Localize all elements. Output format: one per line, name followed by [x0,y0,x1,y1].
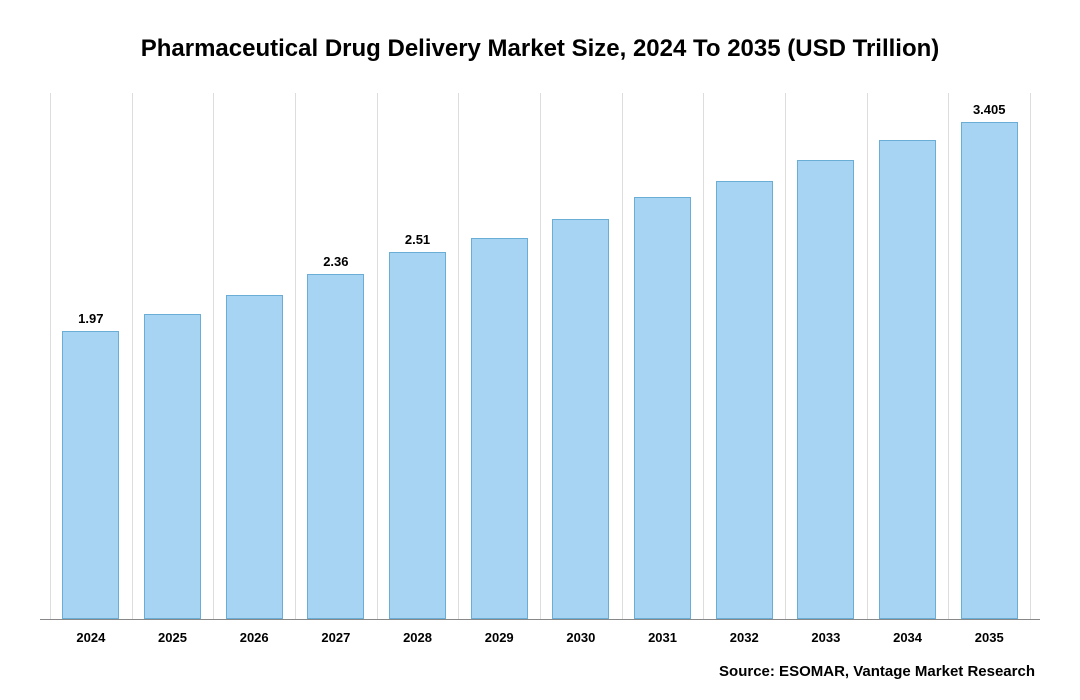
bar-slot [785,93,867,619]
bar-slot [213,93,295,619]
x-axis-label: 2025 [132,630,214,645]
bar-value-label: 2.36 [323,254,348,269]
bar-value-label: 2.51 [405,232,430,247]
bar-slot [540,93,622,619]
x-axis-label: 2029 [458,630,540,645]
x-axis-label: 2033 [785,630,867,645]
bar [144,314,201,619]
x-axis-label: 2032 [703,630,785,645]
bar: 2.36 [307,274,364,619]
bar-slot [458,93,540,619]
chart-title: Pharmaceutical Drug Delivery Market Size… [40,35,1040,63]
x-axis-label: 2035 [948,630,1030,645]
x-axis-label: 2034 [867,630,949,645]
bar [879,140,936,619]
bar [797,160,854,619]
plot-area: 1.97 2.36 2.51 3.405 [40,93,1040,620]
bar-slot [622,93,704,619]
bar [226,295,283,619]
bar: 3.405 [961,122,1018,620]
chart-container: Pharmaceutical Drug Delivery Market Size… [0,0,1080,700]
x-axis-label: 2031 [622,630,704,645]
plot-wrap: 1.972.362.513.405 2024202520262027202820… [40,93,1040,645]
grid-line [1030,93,1031,619]
bar-value-label: 3.405 [973,102,1006,117]
bar-slot: 3.405 [948,93,1030,619]
x-axis-label: 2030 [540,630,622,645]
x-axis-label: 2028 [377,630,459,645]
bar-slot: 2.51 [377,93,459,619]
bar [634,197,691,619]
bar: 1.97 [62,331,119,619]
source-attribution: Source: ESOMAR, Vantage Market Research [40,663,1040,680]
bar [716,181,773,619]
x-axis-label: 2024 [50,630,132,645]
bar-slot [703,93,785,619]
bar [552,219,609,619]
x-axis-label: 2026 [213,630,295,645]
bar-value-label: 1.97 [78,311,103,326]
x-axis: 2024202520262027202820292030203120322033… [40,630,1040,645]
bar-slot [867,93,949,619]
bar-slot: 1.97 [50,93,132,619]
bar: 2.51 [389,252,446,619]
bar [471,238,528,619]
x-axis-label: 2027 [295,630,377,645]
bar-slot [132,93,214,619]
bar-slot: 2.36 [295,93,377,619]
